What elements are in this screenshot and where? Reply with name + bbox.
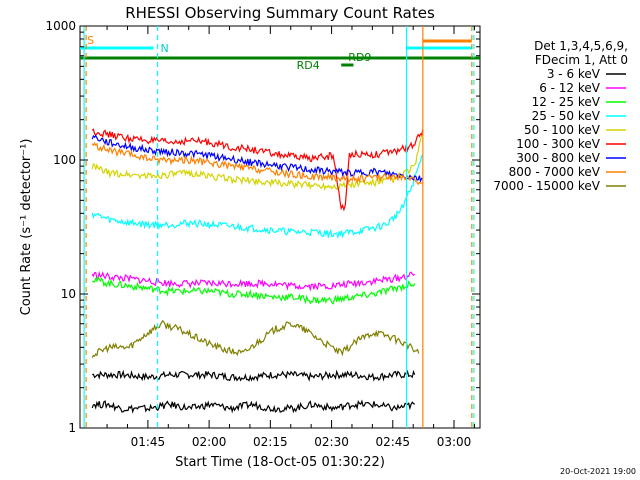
legend-header-line-1: Det 1,3,4,5,6,9, [534, 39, 628, 53]
x-tick-label: 02:15 [253, 435, 288, 449]
x-tick-label: 02:30 [314, 435, 349, 449]
legend-label: 25 - 50 keV [532, 109, 601, 123]
series-line [91, 270, 416, 292]
legend-label: 6 - 12 keV [539, 81, 601, 95]
vline-layer [83, 26, 475, 428]
x-axis-label: Start Time (18-Oct-05 01:30:22) [175, 455, 385, 470]
flag-annotation: N [161, 42, 169, 55]
series-line [91, 141, 424, 186]
axis-layer: 1 10 100 1000 01:45 02:00 02:15 02:30 02:45 03:00 [45, 19, 480, 449]
y-axis-label: Count Rate (s⁻¹ detector⁻¹) [19, 139, 34, 316]
y-tick-label: 10 [61, 287, 76, 301]
flag-annotation: RD4 [297, 59, 320, 72]
series-layer [91, 128, 424, 414]
x-tick-label: 03:00 [437, 435, 472, 449]
x-tick-label: 02:45 [375, 435, 410, 449]
series-line [91, 134, 424, 183]
x-tick-label: 01:45 [131, 435, 166, 449]
flag-annotation: S [87, 34, 94, 47]
legend-header-line-2: FDecim 1, Att 0 [535, 53, 628, 67]
legend-label: 100 - 300 keV [516, 137, 600, 151]
plot-area [79, 25, 481, 429]
series-line [91, 399, 416, 414]
series-line [91, 132, 424, 192]
legend-label: 800 - 7000 keV [509, 165, 601, 179]
series-line [92, 369, 416, 382]
footer-date: 20-Oct-2021 19:00 [560, 467, 636, 476]
x-tick-label: 02:00 [192, 435, 227, 449]
plot-frame [79, 25, 481, 429]
flag-annotation: RD9 [348, 51, 371, 64]
y-tick-label: 1000 [45, 19, 76, 33]
legend-label: 300 - 800 keV [516, 151, 600, 165]
flag-layer [80, 39, 480, 67]
legend-label: 50 - 100 keV [524, 123, 601, 137]
y-tick-label: 1 [68, 421, 76, 435]
legend-label: 3 - 6 keV [547, 67, 601, 81]
series-line [91, 128, 424, 212]
series-line [91, 319, 420, 358]
series-line [91, 154, 424, 240]
legend-label: 12 - 25 keV [532, 95, 601, 109]
series-line [91, 275, 416, 305]
legend-label: 7000 - 15000 keV [493, 179, 600, 193]
legend: Det 1,3,4,5,6,9, FDecim 1, Att 0 3 - 6 k… [493, 39, 628, 193]
y-tick-label: 100 [53, 153, 76, 167]
annotation-layer: S N RD9 RD4 [87, 34, 371, 72]
chart-title: RHESSI Observing Summary Count Rates [125, 4, 435, 22]
